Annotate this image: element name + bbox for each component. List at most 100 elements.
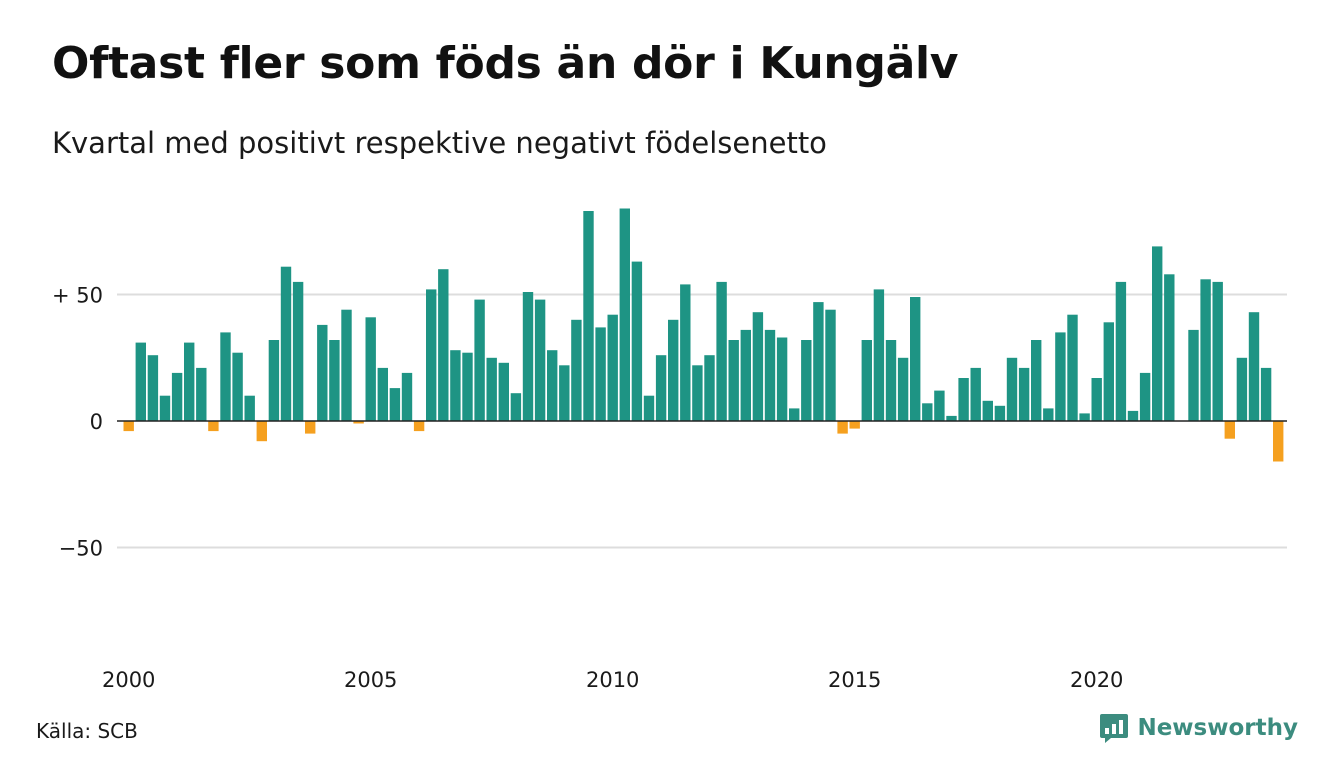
bar-positive — [1055, 332, 1066, 421]
bar-positive — [341, 309, 352, 421]
bar-positive — [1260, 367, 1272, 421]
bar-positive — [220, 332, 231, 421]
bar-negative — [837, 421, 848, 434]
bar-positive — [1152, 246, 1163, 421]
bar-positive — [1164, 274, 1175, 421]
bar-negative — [849, 421, 860, 429]
bar-positive — [401, 372, 413, 421]
bar-positive — [595, 327, 606, 421]
bar-positive — [1127, 410, 1139, 421]
bar-negative — [413, 421, 425, 432]
bar-negative — [353, 421, 364, 424]
x-tick-label: 2010 — [586, 668, 639, 692]
bar-positive — [873, 289, 885, 421]
bar-positive — [510, 393, 522, 421]
bar-positive — [171, 372, 183, 421]
bar-negative — [256, 421, 267, 442]
bar-negative — [1273, 421, 1284, 462]
bar-positive — [147, 355, 159, 421]
x-tick-label: 2015 — [828, 668, 881, 692]
bar-positive — [922, 403, 933, 421]
bar-negative — [123, 421, 134, 432]
bar-positive — [547, 350, 558, 421]
bar-positive — [1139, 372, 1151, 421]
gridlines — [117, 293, 1287, 549]
bar-positive — [498, 362, 509, 421]
bar-positive — [680, 284, 691, 421]
bar-positive — [522, 292, 534, 421]
bar-positive — [825, 309, 836, 421]
bar-positive — [389, 388, 401, 421]
bar-negative — [1224, 421, 1235, 439]
bar-positive — [244, 395, 255, 421]
bar-positive — [631, 261, 643, 421]
x-tick-label: 2020 — [1070, 668, 1123, 692]
x-tick-label: 2005 — [344, 668, 397, 692]
bar-positive — [970, 367, 981, 421]
bar-positive — [619, 208, 630, 421]
bar-positive — [1006, 357, 1018, 421]
bar-positive — [292, 281, 304, 421]
bar-positive — [486, 357, 497, 421]
bar-positive — [946, 415, 957, 421]
bar-positive — [1236, 357, 1248, 421]
bar-chart: + 50 0 −50 2000 2005 2010 2015 2020 — [52, 208, 1287, 692]
bar-positive — [377, 367, 388, 421]
bar-positive — [268, 340, 280, 421]
bar-positive — [692, 365, 703, 421]
bar-positive — [982, 400, 993, 421]
x-tick-label: 2000 — [102, 668, 155, 692]
bar-positive — [958, 378, 969, 421]
bar-positive — [426, 289, 437, 421]
bar-positive — [740, 329, 751, 421]
bar-negative — [208, 421, 219, 432]
bar-positive — [716, 281, 727, 421]
brand-logo: Newsworthy — [1099, 712, 1298, 744]
chart-subtitle: Kvartal med positivt respektive negativt… — [52, 126, 827, 160]
y-tick-label: −50 — [59, 537, 103, 561]
bar-positive — [571, 319, 582, 421]
bar-positive — [232, 352, 243, 421]
bar-positive — [135, 342, 146, 421]
chart-title: Oftast fler som föds än dör i Kungälv — [52, 38, 959, 89]
bar-positive — [1067, 314, 1078, 421]
bar-positive — [934, 390, 945, 421]
bar-positive — [1103, 322, 1114, 421]
bar-positive — [559, 365, 570, 421]
bar-positive — [668, 319, 679, 421]
bar-positive — [1018, 367, 1030, 421]
bar-positive — [1188, 329, 1199, 421]
bar-positive — [329, 340, 340, 421]
bar-positive — [280, 266, 292, 421]
bar-positive — [910, 297, 921, 421]
brand-name: Newsworthy — [1137, 715, 1298, 741]
bar-positive — [704, 355, 715, 421]
source-note: Källa: SCB — [36, 719, 138, 743]
bar-positive — [1115, 281, 1127, 421]
bar-positive — [317, 324, 328, 421]
bar-positive — [1212, 281, 1223, 421]
bar-positive — [994, 405, 1006, 421]
bar-positive — [196, 367, 207, 421]
bar-positive — [583, 211, 594, 421]
bar-positive — [438, 269, 449, 421]
bars — [123, 208, 1284, 462]
bar-positive — [813, 302, 824, 421]
bar-positive — [776, 337, 788, 421]
bar-positive — [474, 299, 485, 421]
bar-positive — [534, 299, 546, 421]
bar-positive — [1079, 413, 1090, 421]
bar-positive — [861, 340, 872, 421]
y-tick-label: + 50 — [52, 284, 103, 308]
bar-positive — [1043, 408, 1054, 421]
bar-positive — [655, 355, 667, 421]
bar-positive — [1091, 378, 1102, 421]
bar-positive — [801, 340, 812, 421]
newsworthy-chart-bubble-icon — [1100, 714, 1129, 743]
bar-positive — [159, 395, 171, 421]
bar-positive — [897, 357, 909, 421]
bar-positive — [607, 314, 618, 421]
bar-positive — [789, 408, 800, 421]
bar-positive — [728, 340, 739, 421]
y-tick-label: 0 — [90, 410, 103, 434]
